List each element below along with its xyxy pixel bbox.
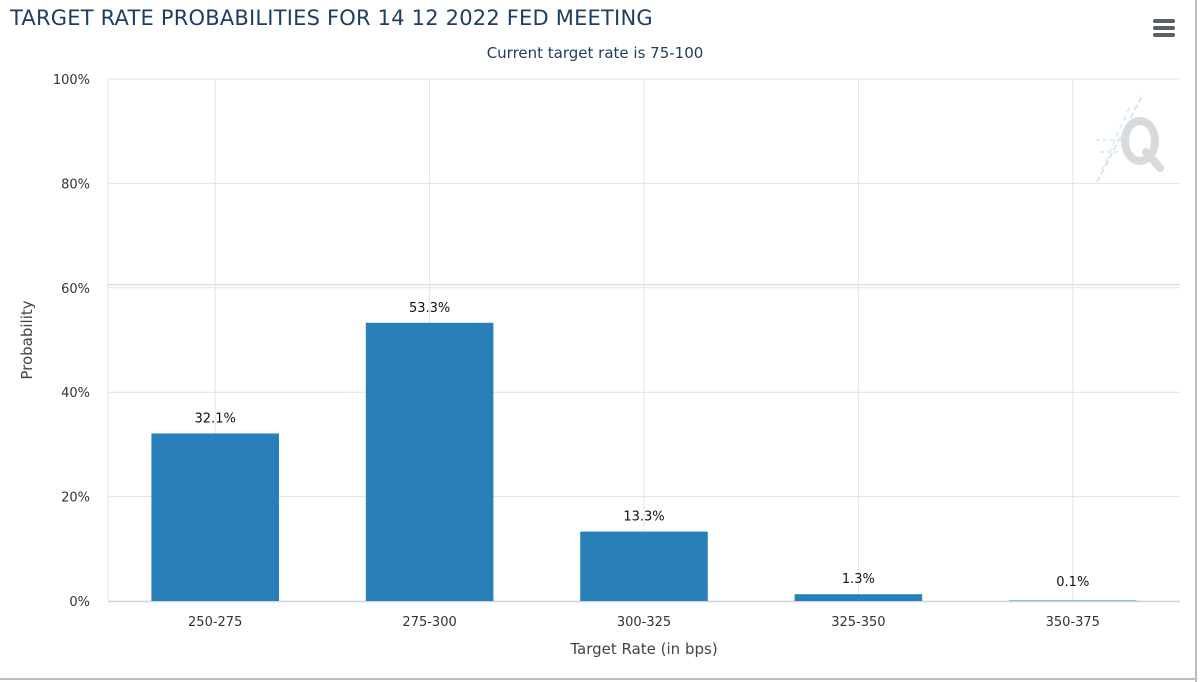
bar-325-350 [794, 594, 923, 601]
y-tick-label: 100% [53, 73, 90, 88]
bar-250-275 [151, 433, 279, 601]
bar-275-300 [365, 322, 494, 601]
frame-border-bottom [0, 678, 1197, 680]
data-label: 53.3% [409, 301, 450, 316]
chart-subtitle: Current target rate is 75-100 [486, 44, 704, 62]
bars [151, 322, 1137, 601]
x-tick-label: 250-275 [188, 615, 242, 630]
data-label: 0.1% [1056, 575, 1089, 590]
chart-title: TARGET RATE PROBABILITIES FOR 14 12 2022… [10, 6, 653, 30]
x-axis-title: Target Rate (in bps) [569, 640, 717, 658]
x-tick-label: 325-350 [831, 615, 885, 630]
y-tick-label: 40% [61, 386, 90, 401]
y-tick-label: 60% [61, 282, 90, 297]
x-tick-label: 350-375 [1046, 615, 1100, 630]
y-tick-label: 0% [69, 595, 90, 610]
bar-300-325 [580, 531, 708, 601]
frame-border-right [1195, 0, 1197, 682]
y-axis-title: Probability [18, 300, 36, 379]
x-tick-label: 275-300 [402, 615, 456, 630]
quikstrike-q-logo [1096, 93, 1164, 183]
x-tick-label: 300-325 [617, 615, 671, 630]
data-label: 32.1% [195, 411, 236, 426]
data-labels: 32.1% 53.3% 13.3% 1.3% 0.1% [195, 301, 1090, 590]
bar-350-375 [1009, 600, 1137, 601]
hamburger-menu-icon[interactable] [1150, 16, 1178, 40]
y-tick-label: 80% [61, 177, 90, 192]
axes: 0% 20% 40% 60% 80% 100% 250-275 275-300 300-325 3… [53, 73, 1180, 630]
data-label: 13.3% [623, 510, 664, 525]
data-label: 1.3% [842, 572, 875, 587]
y-tick-label: 20% [61, 491, 90, 506]
